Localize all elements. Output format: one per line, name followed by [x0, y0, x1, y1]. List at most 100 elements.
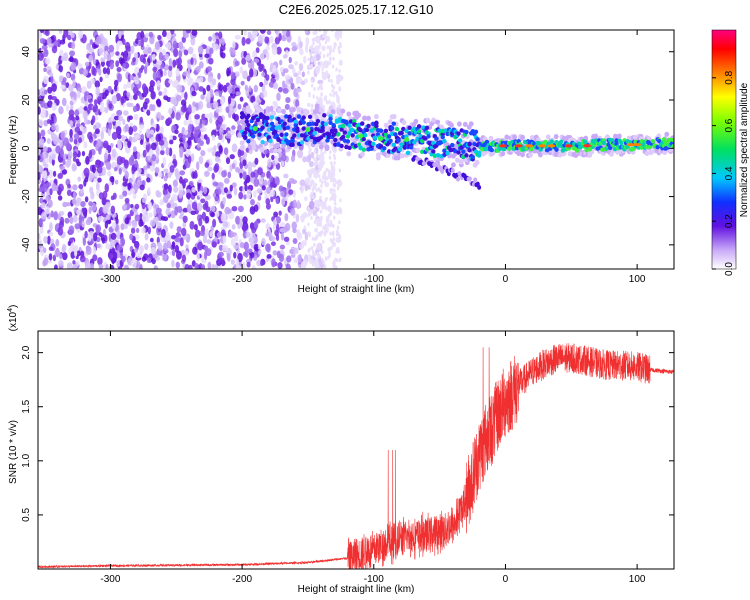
heatmap-cell [285, 97, 291, 104]
heatmap-cell [132, 192, 137, 200]
heatmap-cell [333, 215, 336, 220]
heatmap-cell [316, 242, 322, 251]
heatmap-cell [83, 141, 88, 149]
heatmap-cell [70, 32, 75, 39]
heatmap-cell [39, 226, 44, 235]
heatmap-cell [99, 76, 103, 83]
heatmap-cell [307, 206, 310, 211]
heatmap-cell [397, 147, 403, 152]
heatmap-cell [229, 184, 233, 192]
heatmap-cell [72, 151, 78, 159]
heatmap-cell [199, 134, 205, 141]
heatmap-cell [396, 138, 401, 143]
heatmap-cell [309, 52, 312, 57]
heatmap-cell [191, 201, 198, 210]
heatmap-cell [40, 111, 46, 119]
heatmap-cell [91, 164, 96, 174]
heatmap-cell [184, 91, 188, 101]
heatmap-cell [272, 218, 278, 225]
heatmap-cell [308, 93, 311, 98]
heatmap-cell [40, 129, 46, 137]
heatmap-cell [442, 138, 447, 144]
heatmap-cell [203, 186, 208, 195]
colorbar-gradient [711, 29, 737, 270]
heatmap-cell [307, 145, 311, 150]
heatmap-cell [153, 265, 158, 269]
heatmap-cell [121, 255, 126, 263]
heatmap-cell [223, 187, 228, 194]
heatmap-cell [59, 253, 63, 260]
heatmap-cell [124, 197, 130, 204]
heatmap-cell [315, 170, 318, 175]
heatmap-cell [239, 66, 244, 74]
heatmap-cell [111, 221, 117, 230]
heatmap-cell [484, 139, 490, 145]
heatmap-cell [189, 220, 195, 230]
heatmap-cell [201, 126, 207, 132]
heatmap-cell [342, 130, 348, 135]
heatmap-cell [48, 246, 54, 251]
heatmap-cell [168, 57, 173, 67]
heatmap-cell [211, 241, 217, 248]
heatmap-cell [390, 125, 395, 131]
heatmap-cell [383, 122, 389, 128]
heatmap-cell [337, 45, 340, 50]
heatmap-cell [89, 262, 95, 269]
heatmap-cell [234, 60, 240, 67]
heatmap-cell [325, 35, 331, 43]
heatmap-cell [295, 213, 300, 223]
heatmap-cell [198, 155, 204, 165]
heatmap-cell [177, 133, 184, 139]
heatmap-cell [317, 99, 320, 104]
heatmap-cell [323, 74, 327, 79]
heatmap-cell [213, 145, 217, 150]
heatmap-cell [44, 89, 48, 95]
heatmap-cell [104, 106, 109, 114]
heatmap-cell [190, 153, 195, 163]
heatmap-cell [272, 223, 278, 232]
heatmap-cell [69, 136, 74, 143]
heatmap-cell [163, 70, 167, 77]
heatmap-cell [332, 56, 335, 61]
heatmap-cell [320, 230, 324, 235]
heatmap-cell [219, 257, 225, 263]
heatmap-cell [650, 139, 656, 144]
heatmap-cell [83, 179, 87, 187]
heatmap-cell [76, 209, 81, 216]
heatmap-cell [314, 51, 318, 56]
heatmap-cell [312, 130, 317, 136]
heatmap-cell [206, 102, 212, 109]
heatmap-cell [319, 162, 323, 167]
heatmap-cell [162, 188, 168, 196]
heatmap-cell [165, 208, 171, 216]
heatmap-cell [277, 262, 283, 269]
heatmap-cell [267, 158, 272, 168]
heatmap-cell [196, 202, 203, 212]
heatmap-cell [237, 103, 242, 110]
heatmap-cell [156, 242, 162, 247]
heatmap-cell [154, 166, 160, 174]
heatmap-cell [456, 121, 462, 127]
heatmap-cell [304, 177, 311, 186]
heatmap-cell [147, 155, 151, 161]
heatmap-cell [311, 195, 315, 200]
heatmap-cell [126, 91, 131, 98]
heatmap-cell [86, 80, 92, 89]
heatmap-cell [333, 153, 336, 158]
heatmap-cell [98, 48, 104, 56]
heatmap-cell [209, 47, 214, 55]
heatmap-cell [66, 72, 70, 78]
heatmap-cell [237, 205, 244, 213]
heatmap-cell [335, 258, 339, 263]
heatmap-cell [91, 115, 96, 124]
heatmap-cell [43, 236, 48, 244]
heatmap-cell [198, 218, 203, 227]
heatmap-cell [364, 127, 370, 133]
heatmap-cell [155, 216, 159, 224]
heatmap-cell [81, 150, 86, 157]
heatmap-cell [319, 153, 323, 158]
heatmap-cell [321, 45, 326, 52]
heatmap-cell [530, 135, 535, 141]
heatmap-cell [111, 131, 118, 140]
heatmap-cell [58, 106, 64, 115]
